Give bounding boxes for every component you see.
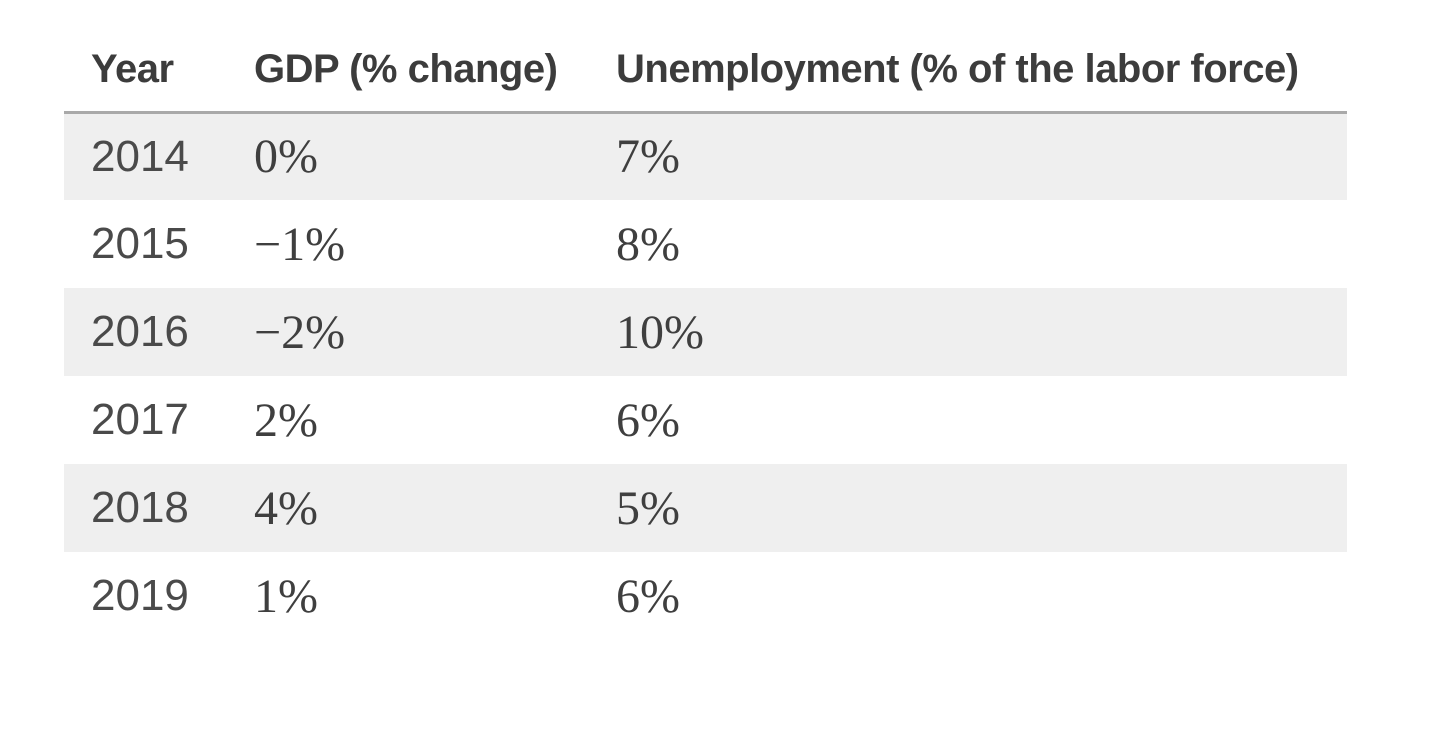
unemployment-cell: 10%	[616, 305, 704, 359]
gdp-cell: −1%	[254, 217, 346, 271]
table-body: 2014 0% 7% 2015 −1% 8% 2016 −2% 10% 2017…	[64, 112, 1347, 640]
gdp-cell: 2%	[254, 393, 318, 447]
column-header-year: Year	[64, 28, 227, 114]
header-row: Year GDP (% change) Unemployment (% of t…	[64, 28, 1347, 114]
table-row: 2017 2% 6%	[64, 376, 1347, 464]
gdp-cell: −2%	[254, 305, 346, 359]
table-row: 2016 −2% 10%	[64, 288, 1347, 376]
gdp-cell: 0%	[254, 130, 318, 184]
table-header: Year GDP (% change) Unemployment (% of t…	[64, 28, 1347, 114]
economic-data-table: Year GDP (% change) Unemployment (% of t…	[64, 28, 1347, 640]
year-cell: 2015	[91, 219, 189, 268]
unemployment-cell: 6%	[616, 393, 680, 447]
table-row: 2014 0% 7%	[64, 112, 1347, 200]
gdp-cell: 1%	[254, 569, 318, 623]
year-cell: 2017	[91, 395, 189, 444]
table-row: 2015 −1% 8%	[64, 200, 1347, 288]
unemployment-cell: 8%	[616, 217, 680, 271]
unemployment-cell: 7%	[616, 130, 680, 184]
unemployment-cell: 5%	[616, 481, 680, 535]
gdp-cell: 4%	[254, 481, 318, 535]
column-header-unemployment: Unemployment (% of the labor force)	[589, 28, 1347, 114]
table-row: 2018 4% 5%	[64, 464, 1347, 552]
column-header-gdp: GDP (% change)	[227, 28, 589, 114]
year-cell: 2016	[91, 307, 189, 356]
year-cell: 2014	[91, 131, 189, 181]
year-cell: 2018	[91, 483, 189, 532]
table-row: 2019 1% 6%	[64, 552, 1347, 640]
unemployment-cell: 6%	[616, 569, 680, 623]
table-container: Year GDP (% change) Unemployment (% of t…	[64, 28, 1347, 640]
year-cell: 2019	[91, 571, 189, 620]
